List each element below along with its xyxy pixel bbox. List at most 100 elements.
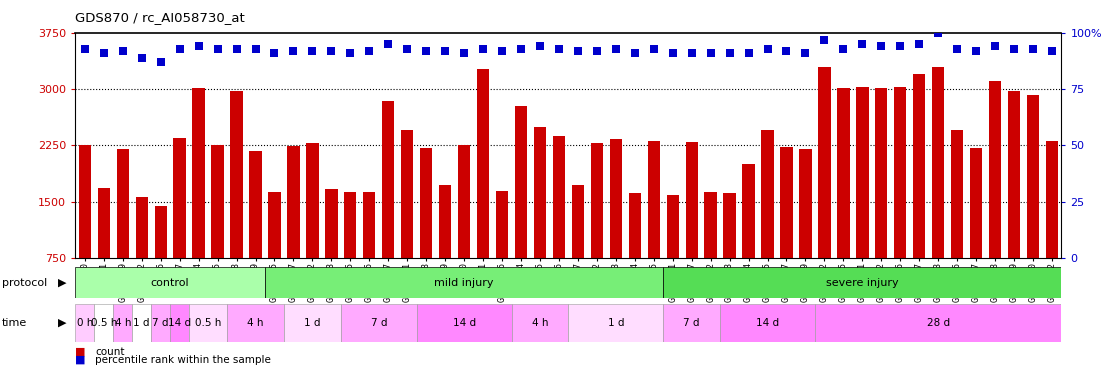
Text: count: count [95, 347, 125, 357]
Point [512, 46, 530, 52]
Bar [568, 304, 664, 342]
Bar [79, 146, 91, 314]
Text: ■: ■ [75, 355, 85, 365]
Point [360, 48, 378, 54]
Bar [227, 304, 284, 342]
Bar [1046, 141, 1058, 314]
Text: 7 d: 7 d [684, 318, 700, 328]
Point [379, 41, 397, 47]
Point [815, 37, 833, 42]
Text: 14 d: 14 d [756, 318, 779, 328]
Bar [113, 304, 132, 342]
Bar [401, 131, 413, 314]
Text: 4 h: 4 h [114, 318, 131, 328]
Bar [439, 185, 451, 314]
Text: 7 d: 7 d [153, 318, 168, 328]
Text: 28 d: 28 d [926, 318, 950, 328]
Point [285, 48, 302, 54]
Point [493, 48, 511, 54]
Text: protocol: protocol [2, 278, 48, 288]
Point [1043, 48, 1060, 54]
Bar [647, 141, 660, 314]
Point [399, 46, 417, 52]
Point [986, 44, 1004, 49]
Bar [856, 87, 869, 314]
Bar [94, 304, 113, 342]
Bar [135, 197, 147, 314]
Bar [534, 127, 546, 314]
Bar [686, 142, 698, 314]
Point [1024, 46, 1042, 52]
Point [834, 46, 852, 52]
Bar [609, 139, 622, 314]
Bar [363, 192, 376, 314]
Text: ▶: ▶ [58, 318, 66, 328]
Bar [553, 136, 565, 314]
Text: 1 d: 1 d [607, 318, 624, 328]
Point [701, 50, 719, 56]
Point [474, 46, 492, 52]
Bar [476, 69, 490, 314]
Bar [268, 192, 280, 314]
Bar [989, 81, 1002, 314]
Point [588, 48, 606, 54]
Bar [284, 304, 341, 342]
Bar [75, 304, 94, 342]
Bar [382, 101, 394, 314]
Text: 1 d: 1 d [133, 318, 150, 328]
Text: 14 d: 14 d [452, 318, 475, 328]
Bar [761, 131, 773, 314]
Bar [212, 145, 224, 314]
Bar [572, 185, 584, 314]
Point [872, 44, 890, 49]
Point [664, 50, 681, 56]
Point [114, 48, 132, 54]
Point [948, 46, 966, 52]
Bar [664, 304, 720, 342]
Text: 14 d: 14 d [168, 318, 192, 328]
Bar [496, 190, 509, 314]
Text: GDS870 / rc_AI058730_at: GDS870 / rc_AI058730_at [75, 11, 245, 24]
Point [322, 48, 340, 54]
Text: 1 d: 1 d [304, 318, 320, 328]
Bar [818, 67, 831, 314]
Point [341, 50, 359, 56]
Text: ■: ■ [75, 347, 85, 357]
Bar [287, 146, 299, 314]
Text: ▶: ▶ [58, 278, 66, 288]
Point [759, 46, 777, 52]
Bar [742, 164, 755, 314]
Point [967, 48, 985, 54]
Bar [325, 189, 338, 314]
Bar [664, 267, 1061, 298]
Bar [932, 67, 944, 314]
Point [95, 50, 113, 56]
Text: 4 h: 4 h [247, 318, 264, 328]
Bar [705, 192, 717, 314]
Point [418, 48, 435, 54]
Point [550, 46, 567, 52]
Bar [799, 149, 812, 314]
Point [797, 50, 814, 56]
Bar [189, 304, 227, 342]
Bar [306, 143, 319, 314]
Point [1005, 46, 1023, 52]
Bar [458, 146, 470, 314]
Bar [724, 193, 736, 314]
Point [778, 48, 796, 54]
Bar [345, 192, 357, 314]
Bar [838, 89, 850, 314]
Bar [951, 130, 963, 314]
Point [911, 41, 929, 47]
Bar [420, 149, 432, 314]
Point [607, 46, 625, 52]
Point [247, 46, 265, 52]
Bar [815, 304, 1061, 342]
Bar [875, 89, 888, 314]
Bar [970, 149, 983, 314]
Point [304, 48, 321, 54]
Point [208, 46, 226, 52]
Bar [116, 149, 129, 314]
Text: mild injury: mild injury [434, 278, 494, 288]
Point [171, 46, 188, 52]
